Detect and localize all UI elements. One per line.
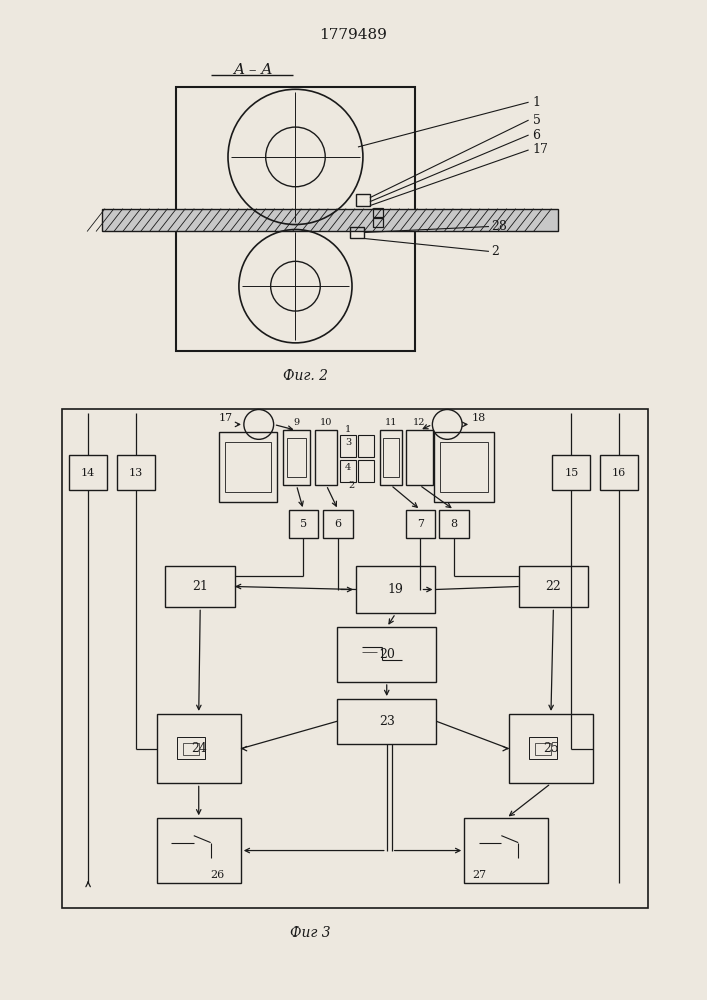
Text: 5: 5 <box>300 519 307 529</box>
Bar <box>62 409 648 908</box>
Bar <box>406 510 436 538</box>
Text: Фиг 3: Фиг 3 <box>290 926 331 940</box>
Text: 14: 14 <box>81 468 95 478</box>
Text: 16: 16 <box>612 468 626 478</box>
Bar <box>358 460 374 482</box>
Text: 17: 17 <box>219 413 233 423</box>
Text: 24: 24 <box>191 742 206 755</box>
Bar <box>529 737 557 759</box>
Text: 1: 1 <box>345 425 351 434</box>
Bar <box>356 194 370 206</box>
Text: 2: 2 <box>491 245 498 258</box>
Text: 21: 21 <box>192 580 208 593</box>
Text: 10: 10 <box>320 418 332 427</box>
Bar <box>464 818 549 883</box>
Bar <box>156 714 241 783</box>
Text: 23: 23 <box>379 715 395 728</box>
Text: Фиг. 2: Фиг. 2 <box>283 369 328 383</box>
Text: 9: 9 <box>293 418 300 427</box>
Text: 18: 18 <box>472 413 486 423</box>
Bar <box>535 743 551 755</box>
Text: 6: 6 <box>334 519 341 529</box>
Bar <box>156 818 241 883</box>
Text: 13: 13 <box>129 468 143 478</box>
Text: 28: 28 <box>491 220 507 233</box>
Bar <box>337 627 436 682</box>
Bar <box>283 430 310 485</box>
Bar <box>350 227 364 238</box>
Bar <box>382 438 399 477</box>
Text: 26: 26 <box>211 870 225 880</box>
Bar <box>323 510 353 538</box>
Bar <box>288 510 318 538</box>
Bar <box>315 430 337 485</box>
Bar <box>358 435 374 457</box>
Bar <box>340 435 356 457</box>
Text: 15: 15 <box>564 468 578 478</box>
Text: 3: 3 <box>345 438 351 447</box>
Bar <box>509 714 593 783</box>
Text: 25: 25 <box>543 742 559 755</box>
Bar <box>165 566 235 607</box>
Bar <box>183 743 199 755</box>
Text: 12: 12 <box>413 418 426 427</box>
Text: 11: 11 <box>385 418 397 427</box>
Text: 2: 2 <box>348 481 354 490</box>
Text: 6: 6 <box>532 129 541 142</box>
Bar <box>219 432 276 502</box>
Text: 19: 19 <box>387 583 404 596</box>
Bar <box>340 460 356 482</box>
Bar <box>286 438 306 477</box>
Bar <box>406 430 433 485</box>
Bar <box>117 455 155 490</box>
Bar <box>225 442 271 492</box>
Text: 27: 27 <box>472 870 486 880</box>
Text: 5: 5 <box>532 114 540 127</box>
Bar <box>337 699 436 744</box>
Bar <box>440 442 488 492</box>
Bar <box>373 218 382 227</box>
Text: 1: 1 <box>532 96 541 109</box>
Text: 1779489: 1779489 <box>319 28 387 42</box>
Bar <box>69 455 107 490</box>
Bar <box>439 510 469 538</box>
Bar <box>373 208 382 217</box>
Bar <box>552 455 590 490</box>
Text: 8: 8 <box>450 519 457 529</box>
Bar <box>102 209 559 232</box>
Text: 7: 7 <box>417 519 424 529</box>
Bar <box>356 566 436 613</box>
Bar <box>434 432 494 502</box>
Text: 17: 17 <box>532 143 549 156</box>
Text: 4: 4 <box>345 463 351 472</box>
Bar <box>177 87 414 351</box>
Bar <box>600 455 638 490</box>
Text: 20: 20 <box>379 648 395 661</box>
Text: 22: 22 <box>546 580 561 593</box>
Bar <box>519 566 588 607</box>
Bar <box>380 430 402 485</box>
Bar <box>177 737 205 759</box>
Text: A – A: A – A <box>233 63 272 77</box>
